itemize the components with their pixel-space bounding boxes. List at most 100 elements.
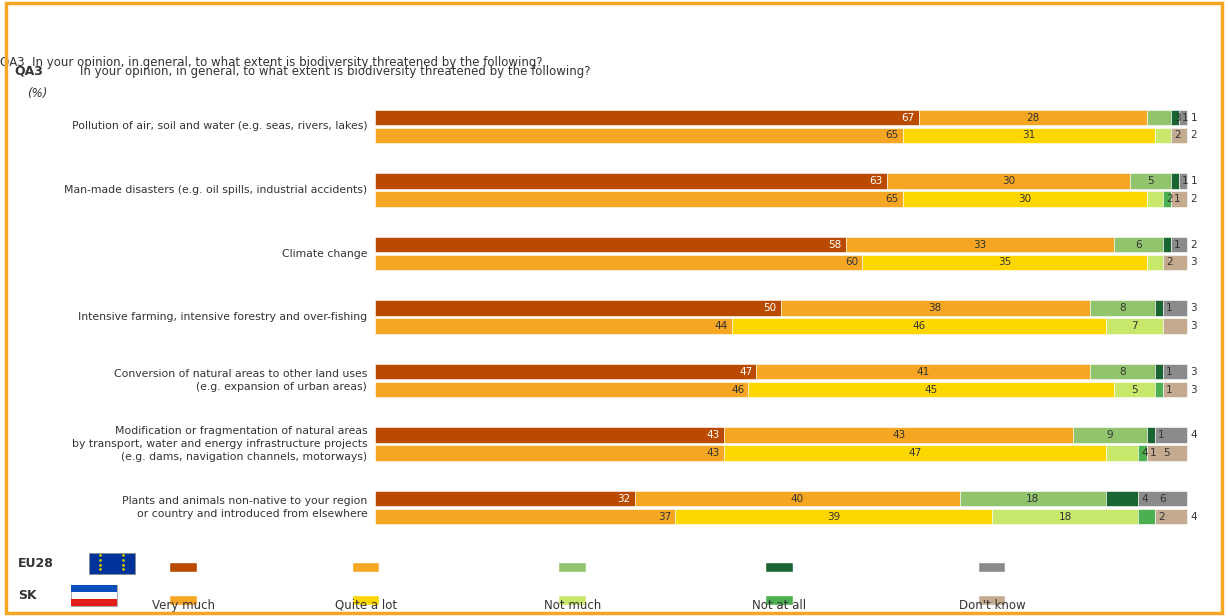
Text: Intensive farming, intensive forestry and over-fishing: Intensive farming, intensive forestry an… — [79, 312, 367, 322]
Bar — [1163, 364, 1187, 379]
Text: Pollution of air, soil and water (e.g. seas, rivers, lakes): Pollution of air, soil and water (e.g. s… — [71, 121, 367, 131]
Bar — [1163, 237, 1172, 253]
Bar — [732, 318, 1106, 334]
Text: 1: 1 — [1190, 113, 1197, 123]
Bar — [375, 128, 903, 144]
Text: 5: 5 — [1147, 176, 1154, 186]
Text: 60: 60 — [845, 257, 858, 267]
Text: In your opinion, in general, to what extent is biodiversity threatened by the fo: In your opinion, in general, to what ext… — [80, 65, 591, 78]
Bar — [1172, 173, 1179, 189]
Bar — [725, 428, 1073, 443]
Bar — [992, 509, 1138, 524]
Bar — [903, 128, 1154, 144]
Bar — [1154, 128, 1172, 144]
Text: 3: 3 — [1190, 384, 1197, 394]
Text: SK: SK — [18, 589, 37, 602]
Bar — [559, 563, 586, 572]
Bar — [887, 173, 1130, 189]
Text: 41: 41 — [916, 367, 930, 376]
Text: 6: 6 — [1159, 493, 1167, 504]
Text: 2: 2 — [1174, 131, 1181, 140]
Text: 58: 58 — [829, 240, 842, 249]
Text: 31: 31 — [1022, 131, 1035, 140]
Text: 5: 5 — [1131, 384, 1137, 394]
Text: 3: 3 — [1190, 303, 1197, 313]
Text: 63: 63 — [869, 176, 883, 186]
Text: 32: 32 — [618, 493, 630, 504]
Bar — [1147, 445, 1187, 461]
Bar — [1163, 382, 1187, 397]
Bar — [70, 585, 117, 606]
Bar — [1114, 382, 1154, 397]
Bar — [375, 491, 635, 506]
Text: Not at all: Not at all — [753, 599, 807, 612]
Bar — [1138, 445, 1147, 461]
Text: 35: 35 — [997, 257, 1011, 267]
Bar — [375, 254, 862, 270]
Bar — [1147, 254, 1163, 270]
Text: 1: 1 — [1174, 194, 1181, 204]
Bar — [748, 382, 1114, 397]
Text: QA3: QA3 — [15, 65, 44, 78]
Bar — [1073, 428, 1147, 443]
Text: 38: 38 — [928, 303, 942, 313]
Bar — [88, 553, 135, 573]
Bar — [375, 191, 903, 207]
Text: Climate change: Climate change — [281, 248, 367, 259]
Text: 1: 1 — [1149, 448, 1157, 458]
Bar — [766, 596, 793, 605]
Bar — [919, 110, 1147, 125]
Text: 3: 3 — [1174, 113, 1181, 123]
Text: 65: 65 — [885, 194, 899, 204]
Text: Quite a lot: Quite a lot — [335, 599, 397, 612]
Text: 8: 8 — [1119, 367, 1126, 376]
Bar — [559, 596, 586, 605]
Bar — [171, 596, 196, 605]
Text: QA3  In your opinion, in general, to what extent is biodiversity threatened by t: QA3 In your opinion, in general, to what… — [0, 55, 543, 69]
Bar — [1089, 364, 1154, 379]
Text: 43: 43 — [706, 448, 720, 458]
Bar — [756, 364, 1089, 379]
Text: 18: 18 — [1027, 493, 1039, 504]
Text: 4: 4 — [1190, 430, 1197, 440]
Bar — [1163, 191, 1172, 207]
Bar — [635, 491, 959, 506]
Text: 40: 40 — [791, 493, 803, 504]
Text: Plants and animals non-native to your region
or country and introduced from else: Plants and animals non-native to your re… — [122, 496, 367, 519]
Text: 1: 1 — [1167, 384, 1173, 394]
Text: 7: 7 — [1131, 321, 1137, 331]
Bar — [1179, 173, 1187, 189]
Bar — [1147, 428, 1154, 443]
Bar — [375, 364, 756, 379]
Bar — [1138, 509, 1154, 524]
Text: Man-made disasters (e.g. oil spills, industrial accidents): Man-made disasters (e.g. oil spills, ind… — [64, 185, 367, 195]
Bar — [1172, 110, 1179, 125]
Bar — [725, 445, 1106, 461]
Text: 46: 46 — [731, 384, 744, 394]
Bar — [959, 491, 1106, 506]
Text: 39: 39 — [828, 511, 840, 522]
Bar — [675, 509, 992, 524]
Bar — [979, 563, 1006, 572]
Bar — [171, 563, 196, 572]
Bar — [1163, 318, 1187, 334]
Bar — [903, 191, 1147, 207]
Bar — [1089, 301, 1154, 316]
Bar — [375, 237, 846, 253]
Bar — [1163, 254, 1187, 270]
Text: 47: 47 — [739, 367, 753, 376]
Bar — [766, 563, 793, 572]
Bar — [1154, 428, 1187, 443]
Bar — [1172, 191, 1187, 207]
Text: 6: 6 — [1135, 240, 1142, 249]
Text: 3: 3 — [1190, 257, 1197, 267]
Bar — [1138, 491, 1187, 506]
Bar — [70, 585, 117, 592]
Text: 4: 4 — [1142, 448, 1148, 458]
Bar — [1172, 237, 1187, 253]
Bar — [375, 509, 675, 524]
Text: 4: 4 — [1142, 493, 1148, 504]
Text: 2: 2 — [1167, 257, 1173, 267]
Text: 2: 2 — [1167, 194, 1173, 204]
Text: 43: 43 — [706, 430, 720, 440]
